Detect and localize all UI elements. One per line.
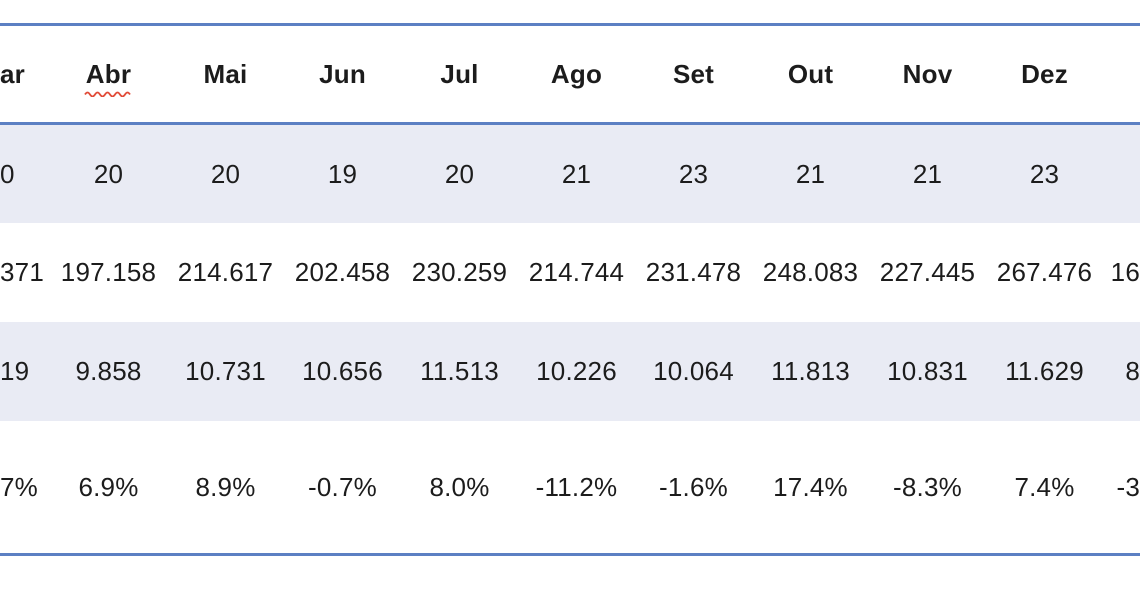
- cell-value: 214.744: [528, 257, 625, 287]
- cell-value: 21: [795, 158, 826, 189]
- cell-value: -1.6%: [659, 471, 728, 502]
- cell-value: 17.4%: [773, 471, 848, 502]
- spellcheck-squiggle-icon: [84, 91, 131, 97]
- header-cell-ago: Ago: [550, 58, 603, 89]
- cell-value: 23: [1029, 158, 1060, 189]
- header-text-abr: Abr: [85, 58, 132, 89]
- cell-value: 7.4%: [1014, 471, 1075, 502]
- cell-partial-right: -3: [1116, 471, 1140, 502]
- header-cell-jun: Jun: [319, 58, 366, 89]
- cell-partial-left: 371: [0, 257, 44, 287]
- header-cell-dez: Dez: [1021, 58, 1068, 89]
- cell-value: 10.064: [653, 356, 734, 386]
- cell-value: 227.445: [879, 257, 976, 287]
- cell-value: 10.731: [185, 356, 266, 386]
- header-cell-partial-left: ar: [0, 58, 25, 89]
- cell-value: -0.7%: [308, 471, 377, 502]
- header-cell-abr: Abr: [50, 58, 167, 97]
- monthly-data-table: ar Abr Mai Jun Jul Ago Set Out Nov Dez 0: [0, 23, 1140, 556]
- cell-value: 21: [912, 158, 943, 189]
- cell-value: 202.458: [294, 257, 391, 287]
- cell-value: 20: [444, 158, 475, 189]
- cell-partial-right: 8: [1125, 356, 1140, 386]
- header-cell-mai: Mai: [203, 58, 248, 89]
- cell-value: 19: [327, 158, 358, 189]
- cell-value: 9.858: [75, 356, 142, 386]
- table-row: 19 9.858 10.731 10.656 11.513 10.226 10.…: [0, 322, 1140, 421]
- table-row: 371 197.158 214.617 202.458 230.259 214.…: [0, 223, 1140, 322]
- cell-partial-left: 19: [0, 356, 30, 386]
- cell-value: -11.2%: [535, 471, 618, 502]
- cell-value: 6.9%: [78, 471, 139, 502]
- header-cell-out: Out: [787, 58, 834, 89]
- table-row: 0 20 20 19 20 21 23 21 21 23: [0, 125, 1140, 223]
- table-header-row: ar Abr Mai Jun Jul Ago Set Out Nov Dez: [0, 23, 1140, 125]
- cell-value: 11.513: [420, 356, 499, 386]
- cell-value: 248.083: [762, 257, 859, 287]
- cell-value: 10.226: [536, 356, 617, 386]
- header-label-abr: Abr: [84, 58, 132, 97]
- cell-value: 267.476: [996, 257, 1093, 287]
- cell-value: 21: [561, 158, 592, 189]
- cell-value: 11.629: [1005, 356, 1084, 386]
- cell-value: 231.478: [645, 257, 742, 287]
- cell-value: 8.0%: [429, 471, 490, 502]
- cell-partial-left: 0: [0, 158, 15, 189]
- cell-value: 20: [93, 158, 124, 189]
- header-cell-jul: Jul: [440, 58, 479, 89]
- cell-value: -8.3%: [893, 471, 962, 502]
- cell-value: 23: [678, 158, 709, 189]
- cell-partial-right: 16: [1110, 257, 1140, 287]
- cell-value: 20: [210, 158, 241, 189]
- header-cell-set: Set: [672, 58, 715, 89]
- cell-value: 10.656: [302, 356, 383, 386]
- header-cell-nov: Nov: [902, 58, 953, 89]
- cell-value: 197.158: [60, 257, 157, 287]
- cell-value: 11.813: [771, 356, 850, 386]
- table-row: 7% 6.9% 8.9% -0.7% 8.0% -11.2% -1.6% 17.…: [0, 421, 1140, 556]
- cell-value: 10.831: [887, 356, 968, 386]
- cell-value: 230.259: [411, 257, 508, 287]
- cell-partial-left: 7%: [0, 471, 38, 502]
- cell-value: 214.617: [177, 257, 274, 287]
- cell-value: 8.9%: [195, 471, 256, 502]
